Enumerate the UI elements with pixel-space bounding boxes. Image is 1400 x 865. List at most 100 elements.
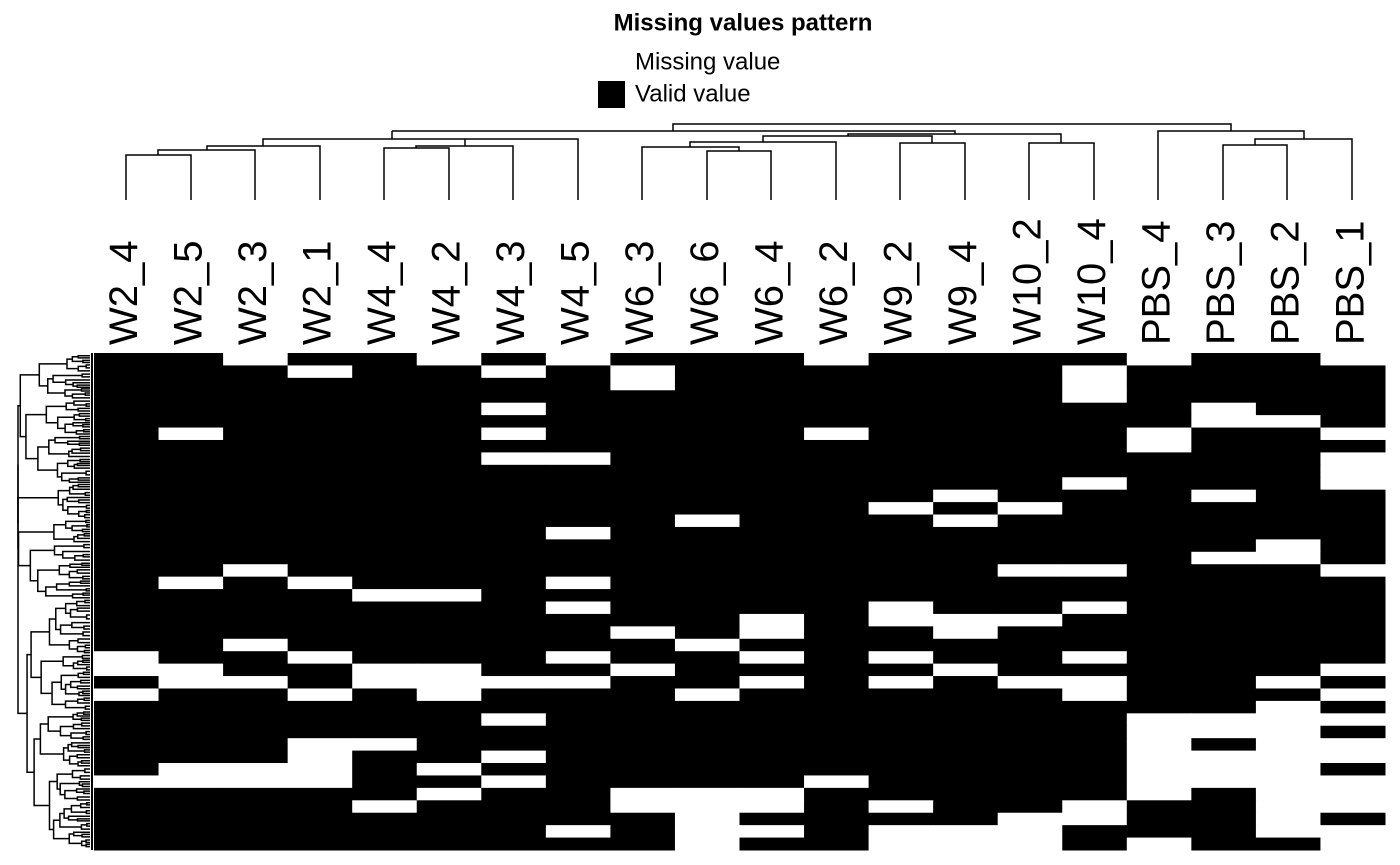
heatmap-cell bbox=[287, 390, 353, 404]
row-dendrogram-link bbox=[86, 822, 90, 827]
heatmap-cell bbox=[545, 551, 611, 565]
heatmap-cell bbox=[1320, 626, 1386, 640]
heatmap-cell bbox=[158, 676, 224, 689]
heatmap-cell bbox=[1191, 825, 1257, 839]
heatmap-cell bbox=[739, 812, 805, 826]
heatmap-cell bbox=[1191, 564, 1257, 578]
heatmap-cell bbox=[674, 725, 740, 739]
heatmap-cell bbox=[804, 750, 870, 764]
heatmap-cell bbox=[933, 564, 999, 578]
row-dendrogram-link bbox=[64, 789, 78, 800]
heatmap-cell bbox=[1320, 365, 1386, 379]
heatmap-cell bbox=[287, 800, 353, 814]
heatmap-cell bbox=[352, 676, 418, 689]
heatmap-cell bbox=[804, 676, 870, 689]
heatmap-cell bbox=[933, 477, 999, 491]
heatmap-cell bbox=[1320, 700, 1386, 714]
heatmap-cell bbox=[94, 763, 160, 776]
heatmap-cell bbox=[610, 725, 676, 739]
heatmap-cell bbox=[1255, 377, 1321, 391]
heatmap-cell bbox=[1062, 613, 1128, 627]
heatmap-cell bbox=[223, 688, 289, 702]
heatmap-cell bbox=[158, 812, 224, 826]
heatmap-cell bbox=[223, 439, 289, 453]
heatmap-cell bbox=[1255, 489, 1321, 503]
row-dendrogram-link bbox=[81, 783, 90, 788]
heatmap-cell bbox=[545, 514, 611, 528]
heatmap-cell bbox=[1255, 763, 1321, 776]
heatmap-cell bbox=[868, 638, 934, 652]
heatmap-cell bbox=[416, 353, 482, 366]
heatmap-cell bbox=[739, 713, 805, 727]
heatmap-cell bbox=[997, 825, 1063, 839]
heatmap-cell bbox=[545, 800, 611, 814]
heatmap-cell bbox=[868, 700, 934, 714]
heatmap-cell bbox=[804, 564, 870, 578]
heatmap-cell bbox=[158, 700, 224, 714]
heatmap-cell bbox=[352, 526, 418, 540]
heatmap-cell bbox=[1191, 514, 1257, 528]
heatmap-cell bbox=[481, 825, 547, 839]
heatmap-cell bbox=[1191, 775, 1257, 789]
heatmap-cell bbox=[1191, 402, 1257, 416]
heatmap-cell bbox=[1062, 402, 1128, 416]
heatmap-cell bbox=[739, 613, 805, 627]
heatmap-cell bbox=[868, 427, 934, 441]
legend-swatch bbox=[598, 49, 625, 76]
heatmap-cell bbox=[158, 725, 224, 739]
row-dendrogram-link bbox=[53, 524, 74, 540]
heatmap-cell bbox=[1126, 638, 1192, 652]
heatmap-cell bbox=[1320, 787, 1386, 801]
heatmap-cell bbox=[674, 353, 740, 366]
heatmap-cell bbox=[610, 564, 676, 578]
heatmap-cell bbox=[1255, 775, 1321, 789]
row-dendrogram-link bbox=[80, 388, 90, 392]
heatmap-cell bbox=[158, 651, 224, 665]
heatmap-cell bbox=[481, 589, 547, 602]
row-dendrogram-link bbox=[76, 462, 90, 467]
row-dendrogram-link bbox=[52, 819, 70, 840]
row-dendrogram-link bbox=[77, 354, 90, 359]
heatmap-cell bbox=[804, 526, 870, 540]
heatmap-cell bbox=[1126, 787, 1192, 801]
heatmap-cell bbox=[545, 638, 611, 652]
heatmap-cell bbox=[1320, 502, 1386, 516]
heatmap-cell bbox=[416, 489, 482, 503]
heatmap-cell bbox=[352, 551, 418, 565]
heatmap-cell bbox=[1062, 676, 1128, 689]
row-dendrogram-link bbox=[84, 417, 90, 422]
heatmap-cell bbox=[674, 638, 740, 652]
heatmap-cell bbox=[94, 489, 160, 503]
heatmap-cell bbox=[868, 825, 934, 839]
row-dendrogram-link bbox=[85, 364, 90, 369]
row-dendrogram-link bbox=[79, 447, 90, 452]
heatmap-cell bbox=[545, 676, 611, 689]
heatmap-cell bbox=[610, 539, 676, 553]
heatmap-cell bbox=[1126, 763, 1192, 776]
column-label: W4_3 bbox=[489, 241, 533, 346]
row-dendrogram-link bbox=[86, 802, 90, 806]
heatmap-cell bbox=[1320, 589, 1386, 602]
heatmap-cell bbox=[223, 452, 289, 466]
row-dendrogram-link bbox=[76, 818, 90, 822]
heatmap-cell bbox=[1062, 700, 1128, 714]
heatmap-cell bbox=[1320, 775, 1386, 789]
heatmap-cell bbox=[674, 514, 740, 528]
heatmap-cell bbox=[933, 353, 999, 366]
heatmap-cell bbox=[610, 514, 676, 528]
heatmap-cell bbox=[1255, 502, 1321, 516]
heatmap-cell bbox=[1126, 377, 1192, 391]
heatmap-cell bbox=[352, 402, 418, 416]
heatmap-cell bbox=[674, 700, 740, 714]
heatmap-cell bbox=[158, 638, 224, 652]
heatmap-cell bbox=[933, 787, 999, 801]
heatmap-cell bbox=[416, 825, 482, 839]
heatmap-cell bbox=[997, 427, 1063, 441]
heatmap-cell bbox=[287, 439, 353, 453]
heatmap-cell bbox=[545, 787, 611, 801]
heatmap-cell bbox=[739, 638, 805, 652]
heatmap-cell bbox=[545, 738, 611, 752]
heatmap-cell bbox=[1062, 514, 1128, 528]
heatmap-cell bbox=[481, 812, 547, 826]
heatmap-cell bbox=[997, 676, 1063, 689]
